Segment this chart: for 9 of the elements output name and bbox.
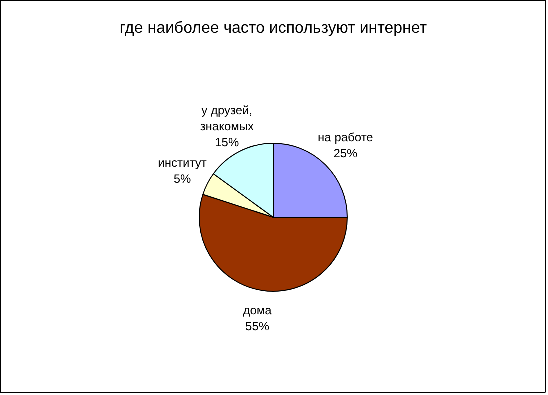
- data-label: 55%: [246, 319, 270, 334]
- slice-label: дома: [243, 303, 272, 318]
- slice-label: на работе: [318, 130, 374, 144]
- data-label: 25%: [334, 146, 358, 160]
- data-label: 5%: [174, 172, 192, 186]
- chart-title: где наиболее часто используют интернет: [120, 20, 428, 37]
- slice-label: у друзей, знакомых: [200, 104, 254, 134]
- data-label: 15%: [215, 136, 240, 150]
- slice-label: институт: [158, 156, 208, 170]
